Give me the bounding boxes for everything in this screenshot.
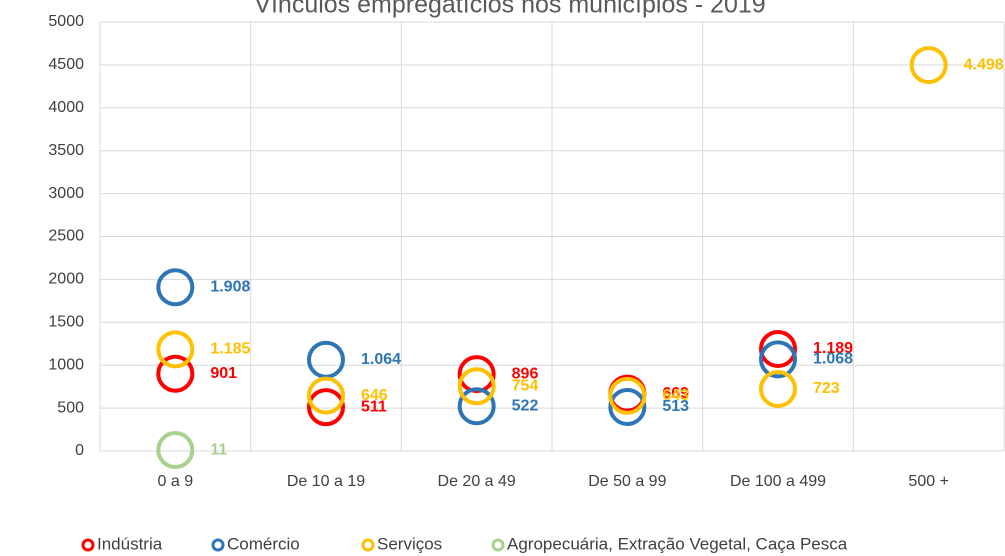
legend-label: Agropecuária, Extração Vegetal, Caça Pes… xyxy=(507,534,848,553)
x-tick-label: De 10 a 19 xyxy=(287,473,365,490)
data-label: 511 xyxy=(361,398,387,415)
data-label: 1.189 xyxy=(813,340,853,357)
data-label: 643 xyxy=(662,387,689,404)
marker xyxy=(307,376,345,415)
marker xyxy=(156,354,195,393)
legend-marker xyxy=(211,538,225,552)
data-label: 522 xyxy=(512,397,539,414)
legend-label: Comércio xyxy=(227,534,300,553)
marker xyxy=(457,367,496,406)
y-tick-label: 4000 xyxy=(48,99,84,116)
y-tick-label: 0 xyxy=(75,442,84,459)
legend-label: Serviços xyxy=(377,534,442,553)
y-tick-label: 2500 xyxy=(48,228,84,245)
data-label: 1.064 xyxy=(361,351,401,368)
data-label: 896 xyxy=(512,365,539,382)
data-label: 646 xyxy=(361,387,388,404)
legend-marker xyxy=(361,538,375,552)
data-label: 1.068 xyxy=(813,351,853,368)
data-label: 513 xyxy=(662,398,689,415)
marker xyxy=(457,387,496,426)
marker xyxy=(156,431,195,470)
x-tick-label: 500 + xyxy=(908,473,948,490)
marker xyxy=(307,388,345,427)
x-tick-label: De 20 a 49 xyxy=(438,473,516,490)
marker xyxy=(156,268,195,307)
y-tick-label: 5000 xyxy=(48,13,84,30)
legend-marker xyxy=(81,538,95,552)
data-label: 723 xyxy=(813,380,840,397)
x-tick-label: 0 a 9 xyxy=(158,473,194,490)
marker xyxy=(909,46,948,85)
data-label: 901 xyxy=(210,365,237,382)
marker xyxy=(608,376,647,415)
marker xyxy=(608,387,647,426)
data-label: 754 xyxy=(512,378,539,395)
data-label: 11 xyxy=(210,441,227,458)
marker xyxy=(759,369,797,408)
data-label: 1.185 xyxy=(210,341,250,358)
x-tick-label: De 100 a 499 xyxy=(730,473,826,490)
x-tick-label: De 50 a 99 xyxy=(588,473,666,490)
y-tick-label: 1000 xyxy=(48,356,84,373)
marker xyxy=(759,329,797,368)
y-tick-label: 3000 xyxy=(48,185,84,202)
data-label: 1.908 xyxy=(210,279,250,296)
chart-title: Vínculos empregatícios nos municípios - … xyxy=(254,0,765,19)
y-tick-label: 500 xyxy=(57,399,84,416)
marker xyxy=(307,340,345,379)
data-label: 4.498 xyxy=(964,56,1004,73)
marker xyxy=(759,340,797,379)
marker xyxy=(156,330,195,369)
y-tick-label: 1500 xyxy=(48,314,84,331)
legend-label: Indústria xyxy=(97,534,163,553)
legend-marker xyxy=(491,538,505,552)
y-tick-label: 2000 xyxy=(48,271,84,288)
data-label: 669 xyxy=(662,385,689,402)
y-tick-label: 4500 xyxy=(48,56,84,73)
y-tick-label: 3500 xyxy=(48,142,84,159)
